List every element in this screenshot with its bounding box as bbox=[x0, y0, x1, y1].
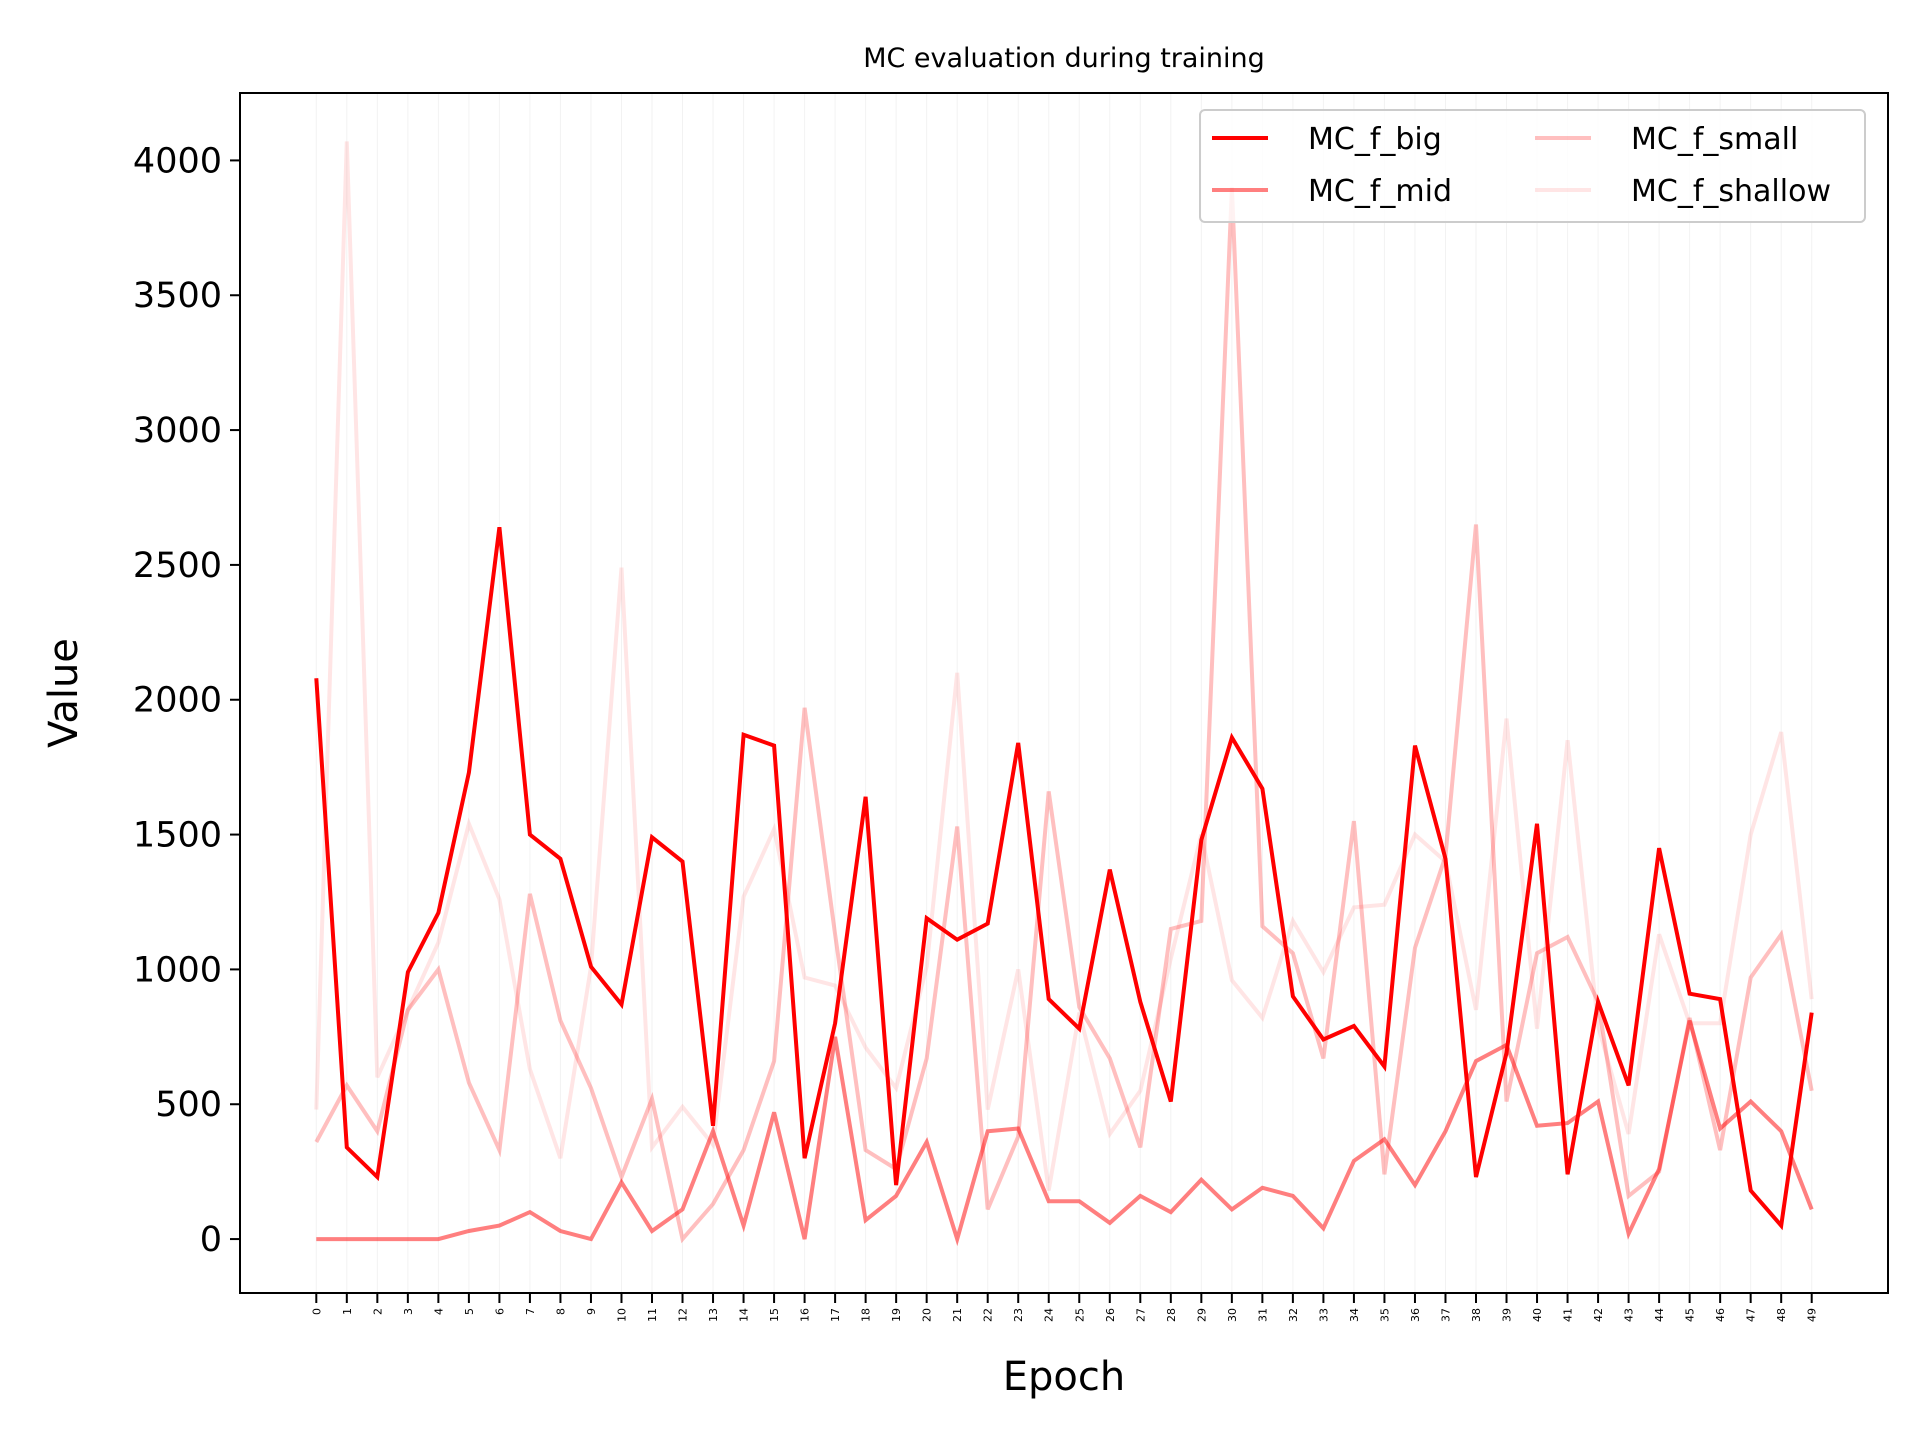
x-tick-label: 0 bbox=[310, 1308, 323, 1315]
legend: MC_f_big MC_f_mid MC_f_small MC_f_shallow bbox=[1199, 109, 1866, 223]
x-tick-label: 40 bbox=[1531, 1308, 1544, 1322]
x-tick-label: 30 bbox=[1226, 1308, 1239, 1322]
x-tick-label: 45 bbox=[1684, 1308, 1697, 1322]
x-tick-label: 29 bbox=[1195, 1308, 1208, 1322]
x-tick-label: 46 bbox=[1714, 1308, 1727, 1322]
x-tick-label: 42 bbox=[1592, 1308, 1605, 1322]
x-tick-label: 36 bbox=[1409, 1308, 1422, 1322]
y-axis-label: Value bbox=[41, 638, 87, 748]
y-tick-label: 1500 bbox=[133, 816, 222, 856]
x-tick-label: 25 bbox=[1073, 1308, 1086, 1322]
x-tick-label: 43 bbox=[1623, 1308, 1636, 1322]
x-tick-label: 9 bbox=[585, 1308, 598, 1315]
x-tick-label: 49 bbox=[1806, 1308, 1819, 1322]
x-tick-label: 35 bbox=[1378, 1308, 1391, 1322]
legend-label-MC_f_mid: MC_f_mid bbox=[1308, 174, 1452, 209]
y-tick-label: 3000 bbox=[133, 411, 222, 451]
x-tick-label: 12 bbox=[677, 1308, 690, 1322]
x-tick-label: 19 bbox=[890, 1308, 903, 1322]
y-tick-label: 4000 bbox=[133, 141, 222, 181]
series-lines bbox=[314, 141, 1814, 1247]
x-tick-label: 27 bbox=[1134, 1308, 1147, 1322]
x-tick-label: 21 bbox=[951, 1308, 964, 1322]
x-tick-label: 18 bbox=[860, 1308, 873, 1322]
x-tick-label: 38 bbox=[1470, 1308, 1483, 1322]
y-tick-label: 2500 bbox=[133, 546, 222, 586]
x-axis-ticks: 0 1 2 3 4 5 6 7 8 9 10 11 12 13 14 15 16 17 18 19 20 21 22 23 24… bbox=[310, 1293, 1819, 1322]
x-tick-label: 1 bbox=[341, 1308, 354, 1315]
legend-label-MC_f_big: MC_f_big bbox=[1308, 122, 1442, 157]
x-tick-label: 26 bbox=[1104, 1308, 1117, 1322]
x-tick-label: 24 bbox=[1043, 1308, 1056, 1322]
x-tick-label: 32 bbox=[1287, 1308, 1300, 1322]
x-tick-label: 16 bbox=[799, 1308, 812, 1322]
series-line-MC_f_small bbox=[314, 187, 1814, 1244]
y-tick-label: 3500 bbox=[133, 276, 222, 316]
x-tick-label: 33 bbox=[1317, 1308, 1330, 1322]
x-tick-label: 34 bbox=[1348, 1308, 1361, 1322]
plot-frame bbox=[239, 92, 1889, 1294]
x-tick-label: 22 bbox=[982, 1308, 995, 1322]
x-tick-label: 31 bbox=[1256, 1308, 1269, 1322]
x-tick-label: 11 bbox=[646, 1308, 659, 1322]
legend-label-MC_f_small: MC_f_small bbox=[1631, 122, 1798, 157]
x-tick-label: 8 bbox=[554, 1308, 567, 1315]
x-tick-label: 20 bbox=[921, 1308, 934, 1322]
x-tick-label: 7 bbox=[524, 1308, 537, 1315]
x-tick-label: 48 bbox=[1775, 1308, 1788, 1322]
y-tick-label: 0 bbox=[200, 1220, 222, 1260]
x-tick-label: 10 bbox=[615, 1308, 628, 1322]
chart-title: MC evaluation during training bbox=[863, 43, 1265, 74]
x-axis-label: Epoch bbox=[1003, 1354, 1125, 1400]
x-tick-label: 5 bbox=[463, 1308, 476, 1315]
grid-lines bbox=[315, 93, 1813, 1293]
legend-box bbox=[1199, 109, 1866, 223]
x-tick-label: 2 bbox=[371, 1308, 384, 1315]
x-tick-label: 14 bbox=[738, 1308, 751, 1322]
series-line-MC_f_big bbox=[314, 526, 1814, 1231]
x-tick-label: 39 bbox=[1501, 1308, 1514, 1322]
series-line-MC_f_shallow bbox=[314, 141, 1814, 1191]
x-tick-label: 23 bbox=[1012, 1308, 1025, 1322]
x-tick-label: 41 bbox=[1562, 1308, 1575, 1322]
x-tick-label: 13 bbox=[707, 1308, 720, 1322]
x-tick-label: 3 bbox=[402, 1308, 415, 1315]
y-tick-label: 500 bbox=[155, 1085, 222, 1125]
y-tick-label: 2000 bbox=[133, 681, 222, 721]
x-tick-label: 17 bbox=[829, 1308, 842, 1322]
x-tick-label: 44 bbox=[1653, 1308, 1666, 1322]
legend-label-MC_f_shallow: MC_f_shallow bbox=[1631, 174, 1831, 209]
y-axis-ticks: 0 500 1000 1500 2000 2500 3000 3500 4000 bbox=[133, 141, 240, 1260]
x-tick-label: 47 bbox=[1745, 1308, 1758, 1322]
x-tick-label: 28 bbox=[1165, 1308, 1178, 1322]
y-tick-label: 1000 bbox=[133, 950, 222, 990]
x-tick-label: 15 bbox=[768, 1308, 781, 1322]
x-tick-label: 4 bbox=[432, 1308, 445, 1315]
x-tick-label: 6 bbox=[493, 1308, 506, 1315]
x-tick-label: 37 bbox=[1439, 1308, 1452, 1322]
